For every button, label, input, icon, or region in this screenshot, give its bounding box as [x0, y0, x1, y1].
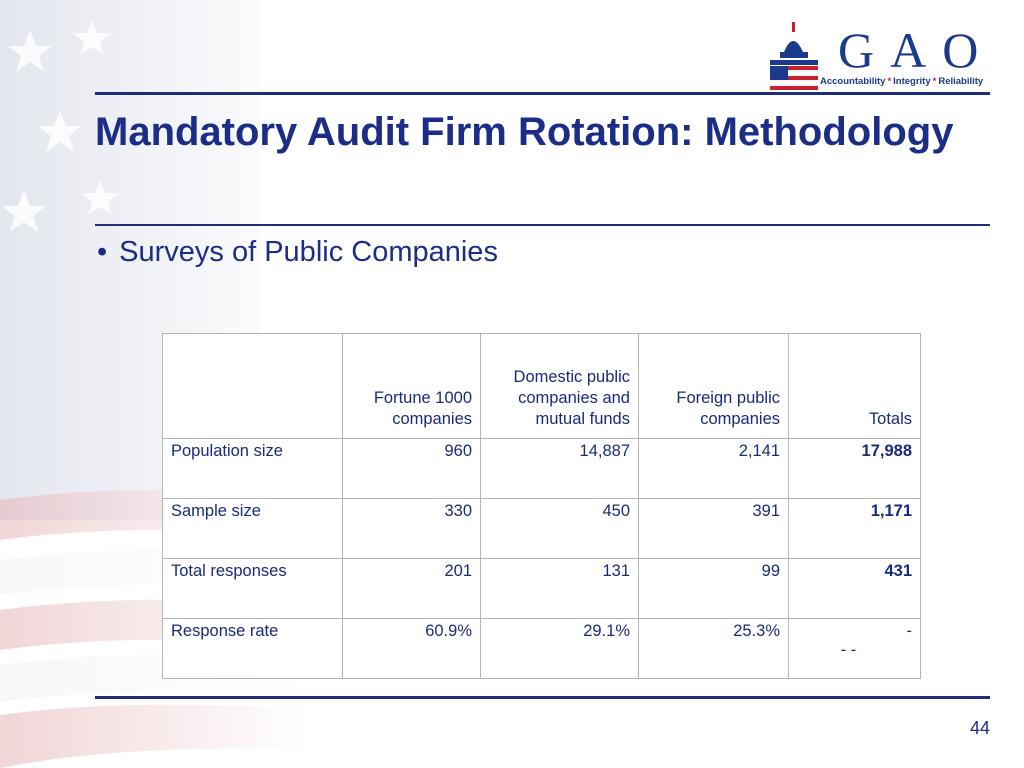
- table-cell: 391: [638, 498, 789, 559]
- total-cell: 17,988: [788, 438, 921, 499]
- row-label: Response rate: [162, 618, 343, 679]
- header-cell-fortune: Fortune 1000 companies: [342, 333, 481, 439]
- title-rule: [95, 224, 990, 226]
- table-cell: 201: [342, 558, 481, 619]
- table-row: Response rate 60.9% 29.1% 25.3% - - -: [162, 618, 921, 679]
- slide-title: Mandatory Audit Firm Rotation: Methodolo…: [95, 110, 954, 154]
- header-cell-foreign: Foreign public companies: [638, 333, 789, 439]
- table-cell: 330: [342, 498, 481, 559]
- table-cell: 60.9%: [342, 618, 481, 679]
- total-cell: 431: [788, 558, 921, 619]
- header-rule: [95, 92, 990, 95]
- total-cell: 1,171: [788, 498, 921, 559]
- header-cell-empty: [162, 333, 343, 439]
- table-cell: 960: [342, 438, 481, 499]
- table-cell: 2,141: [638, 438, 789, 499]
- table-cell: 14,887: [480, 438, 639, 499]
- bullet-text: Surveys of Public Companies: [119, 236, 498, 268]
- gao-logo: GAO Accountability * Integrity * Reliability: [766, 22, 994, 94]
- bullet-dot-icon: •: [97, 236, 108, 268]
- total-cell: - - -: [788, 618, 921, 679]
- logo-tagline: Accountability * Integrity * Reliability: [820, 76, 984, 87]
- table-cell: 99: [638, 558, 789, 619]
- table-row: Population size 960 14,887 2,141 17,988: [162, 438, 921, 499]
- footer-rule: [95, 696, 990, 699]
- header-cell-totals: Totals: [788, 333, 921, 439]
- row-label: Sample size: [162, 498, 343, 559]
- table-cell: 29.1%: [480, 618, 639, 679]
- row-label: Total responses: [162, 558, 343, 619]
- bullet-item: • Surveys of Public Companies: [97, 234, 498, 270]
- total-dash-extra: - -: [840, 641, 857, 659]
- table-row: Total responses 201 131 99 431: [162, 558, 921, 619]
- capitol-dome-flag-icon: [769, 22, 819, 90]
- table-row: Sample size 330 450 391 1,171: [162, 498, 921, 559]
- total-dash: -: [906, 622, 913, 640]
- page-number: 44: [969, 718, 990, 738]
- row-label: Population size: [162, 438, 343, 499]
- logo-wordmark: GAO: [838, 22, 995, 78]
- table-cell: 25.3%: [638, 618, 789, 679]
- header-cell-domestic: Domestic public companies and mutual fun…: [480, 333, 639, 439]
- table-header-row: Fortune 1000 companies Domestic public c…: [162, 333, 921, 439]
- table-cell: 131: [480, 558, 639, 619]
- survey-table: Fortune 1000 companies Domestic public c…: [162, 333, 921, 679]
- table-cell: 450: [480, 498, 639, 559]
